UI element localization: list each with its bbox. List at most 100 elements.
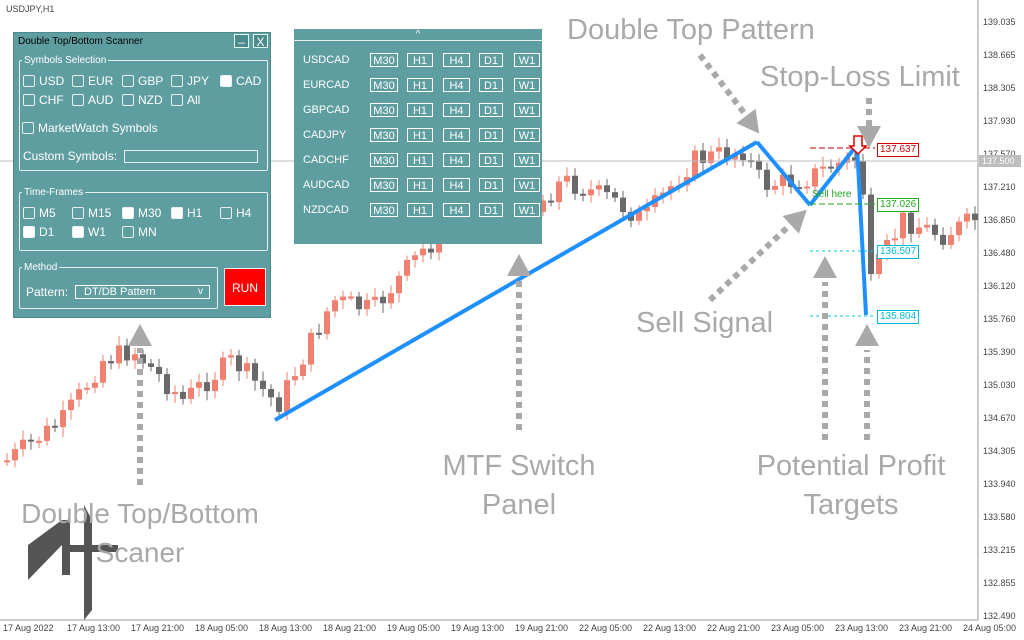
mtf-switch-usdcad-w1[interactable]: W1 bbox=[514, 53, 540, 67]
checkbox-box[interactable] bbox=[171, 75, 183, 87]
candle-body bbox=[588, 189, 594, 196]
mtf-switch-eurcad-h4[interactable]: H4 bbox=[443, 78, 470, 92]
timeframe-checkbox-h1[interactable]: H1 bbox=[171, 206, 202, 220]
timeframe-checkbox-m5[interactable]: M5 bbox=[23, 206, 56, 220]
checkbox-box[interactable] bbox=[122, 94, 134, 106]
symbol-checkbox-eur[interactable]: EUR bbox=[72, 74, 113, 88]
checkbox-box[interactable] bbox=[122, 75, 134, 87]
checkbox-box[interactable] bbox=[23, 94, 35, 106]
checkbox-box[interactable] bbox=[23, 207, 35, 219]
mtf-switch-audcad-d1[interactable]: D1 bbox=[479, 178, 503, 192]
checkbox-box[interactable] bbox=[22, 122, 34, 134]
mtf-switch-cadchf-h1[interactable]: H1 bbox=[407, 153, 433, 167]
mtf-row-gbpcad: GBPCAD M30 H1 H4 D1 W1 bbox=[303, 103, 540, 119]
timeframe-checkbox-w1[interactable]: W1 bbox=[72, 225, 106, 239]
minimize-button[interactable]: – bbox=[234, 34, 249, 49]
mtf-switch-nzdcad-d1[interactable]: D1 bbox=[479, 203, 503, 217]
date-tick-label: 19 Aug 05:00 bbox=[387, 623, 441, 633]
candle-body bbox=[948, 235, 954, 245]
symbol-checkbox-nzd[interactable]: NZD bbox=[122, 93, 163, 107]
mtf-switch-gbpcad-h4[interactable]: H4 bbox=[443, 103, 470, 117]
mtf-switch-audcad-h1[interactable]: H1 bbox=[407, 178, 433, 192]
candle-body bbox=[388, 293, 394, 304]
mtf-symbol-label: AUDCAD bbox=[303, 179, 350, 191]
mtf-switch-cadjpy-h1[interactable]: H1 bbox=[407, 128, 433, 142]
mtf-switch-usdcad-h1[interactable]: H1 bbox=[407, 53, 433, 67]
mtf-switch-gbpcad-h1[interactable]: H1 bbox=[407, 103, 433, 117]
custom-symbols-input[interactable] bbox=[124, 150, 258, 163]
mtf-switch-nzdcad-h1[interactable]: H1 bbox=[407, 203, 433, 217]
symbol-checkbox-gbp[interactable]: GBP bbox=[122, 74, 163, 88]
mtf-switch-cadchf-w1[interactable]: W1 bbox=[514, 153, 540, 167]
mtf-switch-cadchf-h4[interactable]: H4 bbox=[443, 153, 470, 167]
mtf-switch-cadchf-m30[interactable]: M30 bbox=[370, 153, 398, 167]
pattern-select[interactable]: DT/DB Pattern v bbox=[75, 285, 210, 299]
mtf-row-eurcad: EURCAD M30 H1 H4 D1 W1 bbox=[303, 78, 540, 94]
price-tick-label: 134.305 bbox=[983, 446, 1016, 456]
checkbox-box[interactable] bbox=[171, 94, 183, 106]
mtf-switch-cadchf-d1[interactable]: D1 bbox=[479, 153, 503, 167]
checkbox-box[interactable] bbox=[220, 207, 232, 219]
checkbox-box[interactable] bbox=[72, 94, 84, 106]
close-button[interactable]: X bbox=[253, 34, 268, 49]
checkbox-box[interactable] bbox=[72, 226, 84, 238]
checkbox-box[interactable] bbox=[220, 75, 232, 87]
mtf-switch-nzdcad-h4[interactable]: H4 bbox=[443, 203, 470, 217]
candle-body bbox=[268, 389, 274, 398]
brand-logo bbox=[28, 505, 118, 620]
candle-body bbox=[708, 151, 714, 163]
timeframe-checkbox-m30[interactable]: M30 bbox=[122, 206, 161, 220]
checkbox-box[interactable] bbox=[23, 75, 35, 87]
symbol-checkbox-chf[interactable]: CHF bbox=[23, 93, 64, 107]
mtf-switch-usdcad-d1[interactable]: D1 bbox=[479, 53, 503, 67]
stop-loss-annotation: Stop-Loss Limit bbox=[760, 61, 960, 93]
price-tick-label: 134.670 bbox=[983, 413, 1016, 423]
symbol-checkbox-all[interactable]: All bbox=[171, 93, 200, 107]
mtf-switch-cadjpy-w1[interactable]: W1 bbox=[514, 128, 540, 142]
timeframe-checkbox-mn[interactable]: MN bbox=[122, 225, 157, 239]
date-tick-label: 17 Aug 2022 bbox=[3, 623, 54, 633]
mtf-annotation-line2: Panel bbox=[481, 489, 557, 521]
symbol-checkbox-jpy[interactable]: JPY bbox=[171, 74, 209, 88]
symbol-checkbox-usd[interactable]: USD bbox=[23, 74, 64, 88]
mtf-switch-usdcad-h4[interactable]: H4 bbox=[443, 53, 470, 67]
checkbox-box[interactable] bbox=[122, 226, 134, 238]
mtf-switch-cadjpy-m30[interactable]: M30 bbox=[370, 128, 398, 142]
marketwatch-checkbox[interactable]: MarketWatch Symbols bbox=[22, 121, 158, 135]
run-button[interactable]: RUN bbox=[224, 268, 266, 306]
mtf-switch-eurcad-h1[interactable]: H1 bbox=[407, 78, 433, 92]
checkbox-box[interactable] bbox=[72, 75, 84, 87]
candle-body bbox=[124, 345, 130, 361]
timeframe-checkbox-m15[interactable]: M15 bbox=[72, 206, 111, 220]
mtf-switch-cadjpy-h4[interactable]: H4 bbox=[443, 128, 470, 142]
checkbox-box[interactable] bbox=[72, 207, 84, 219]
checkbox-box[interactable] bbox=[171, 207, 183, 219]
checkbox-box[interactable] bbox=[23, 226, 35, 238]
collapse-panel-button[interactable]: ^ bbox=[294, 29, 542, 41]
timeframe-checkbox-h4[interactable]: H4 bbox=[220, 206, 251, 220]
checkbox-label: M30 bbox=[138, 206, 162, 220]
mtf-switch-gbpcad-w1[interactable]: W1 bbox=[514, 103, 540, 117]
checkbox-box[interactable] bbox=[122, 207, 134, 219]
candle-body bbox=[308, 332, 314, 365]
timeframe-checkbox-d1[interactable]: D1 bbox=[23, 225, 54, 239]
symbol-checkbox-aud[interactable]: AUD bbox=[72, 93, 113, 107]
mtf-switch-audcad-w1[interactable]: W1 bbox=[514, 178, 540, 192]
mtf-switch-nzdcad-w1[interactable]: W1 bbox=[514, 203, 540, 217]
mtf-switch-eurcad-m30[interactable]: M30 bbox=[370, 78, 398, 92]
mtf-row-cadchf: CADCHF M30 H1 H4 D1 W1 bbox=[303, 153, 540, 169]
mtf-switch-usdcad-m30[interactable]: M30 bbox=[370, 53, 398, 67]
mtf-switch-audcad-h4[interactable]: H4 bbox=[443, 178, 470, 192]
mtf-switch-gbpcad-m30[interactable]: M30 bbox=[370, 103, 398, 117]
mtf-switch-gbpcad-d1[interactable]: D1 bbox=[479, 103, 503, 117]
candle-body bbox=[68, 399, 74, 411]
method-group bbox=[19, 267, 218, 309]
mtf-switch-audcad-m30[interactable]: M30 bbox=[370, 178, 398, 192]
mtf-switch-cadjpy-d1[interactable]: D1 bbox=[479, 128, 503, 142]
candle-body bbox=[908, 212, 914, 234]
method-group-title: Method bbox=[22, 262, 60, 273]
symbol-checkbox-cad[interactable]: CAD bbox=[220, 74, 261, 88]
mtf-switch-eurcad-w1[interactable]: W1 bbox=[514, 78, 540, 92]
mtf-switch-eurcad-d1[interactable]: D1 bbox=[479, 78, 503, 92]
mtf-switch-nzdcad-m30[interactable]: M30 bbox=[370, 203, 398, 217]
